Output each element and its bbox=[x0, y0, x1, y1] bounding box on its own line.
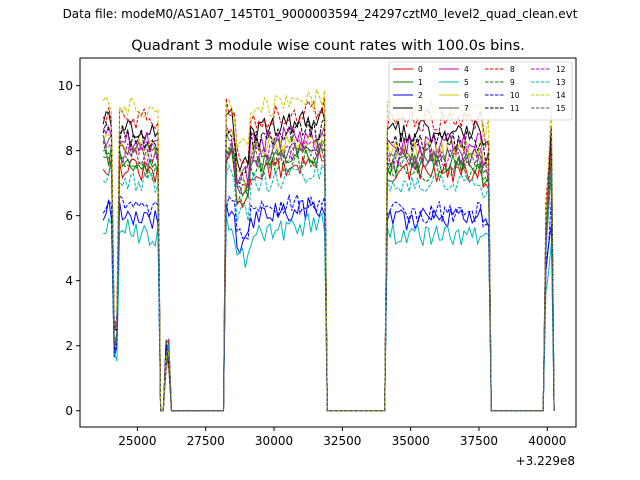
legend-label-4: 4 bbox=[464, 65, 469, 74]
series-line-4 bbox=[102, 125, 555, 412]
y-tick-label: 0 bbox=[65, 404, 73, 418]
series-line-0 bbox=[102, 149, 555, 412]
legend-box bbox=[388, 61, 573, 121]
series-line-7 bbox=[102, 131, 555, 412]
y-tick-label: 4 bbox=[65, 274, 73, 288]
plot-lines bbox=[102, 88, 555, 412]
legend-label-1: 1 bbox=[418, 78, 423, 87]
x-tick-label: 37500 bbox=[460, 434, 498, 448]
y-tick-label: 8 bbox=[65, 144, 73, 158]
legend-label-15: 15 bbox=[556, 104, 566, 113]
x-tick-label: 25000 bbox=[118, 434, 156, 448]
series-line-11 bbox=[102, 117, 555, 412]
y-tick-label: 10 bbox=[58, 79, 73, 93]
legend-label-12: 12 bbox=[556, 65, 566, 74]
series-line-15 bbox=[102, 137, 555, 412]
y-axis: 0 2 4 6 8 10 bbox=[58, 79, 80, 418]
legend-label-10: 10 bbox=[510, 91, 520, 100]
series-line-9 bbox=[103, 146, 555, 412]
x-tick-label: 35000 bbox=[392, 434, 430, 448]
chart-title: Quadrant 3 module wise count rates with … bbox=[131, 38, 525, 54]
x-tick-label: 40000 bbox=[528, 434, 566, 448]
legend-label-13: 13 bbox=[556, 78, 566, 87]
legend-label-9: 9 bbox=[510, 78, 515, 87]
legend-label-14: 14 bbox=[556, 91, 566, 100]
x-offset-label: +3.229e8 bbox=[516, 454, 575, 468]
series-line-8 bbox=[102, 97, 555, 412]
y-tick-label: 6 bbox=[65, 209, 73, 223]
series-line-10 bbox=[102, 192, 555, 412]
legend-label-2: 2 bbox=[418, 91, 423, 100]
legend-label-7: 7 bbox=[464, 104, 469, 113]
legend-label-6: 6 bbox=[464, 91, 469, 100]
series-line-13 bbox=[102, 160, 555, 412]
legend-label-0: 0 bbox=[418, 65, 423, 74]
legend-label-8: 8 bbox=[510, 65, 515, 74]
y-tick-label: 2 bbox=[65, 339, 73, 353]
x-tick-label: 27500 bbox=[187, 434, 225, 448]
series-line-14 bbox=[102, 88, 555, 412]
legend-label-5: 5 bbox=[464, 78, 469, 87]
legend-label-3: 3 bbox=[418, 104, 423, 113]
figure-suptitle: Data file: modeM0/AS1A07_145T01_90000035… bbox=[62, 7, 578, 21]
series-line-2 bbox=[102, 197, 555, 412]
x-axis: 25000 27500 30000 32500 35000 37500 40000 bbox=[118, 427, 566, 448]
x-tick-label: 30000 bbox=[255, 434, 293, 448]
axes-frame bbox=[79, 57, 577, 428]
x-tick-label: 32500 bbox=[323, 434, 361, 448]
series-line-3 bbox=[102, 106, 555, 412]
legend-label-11: 11 bbox=[510, 104, 520, 113]
